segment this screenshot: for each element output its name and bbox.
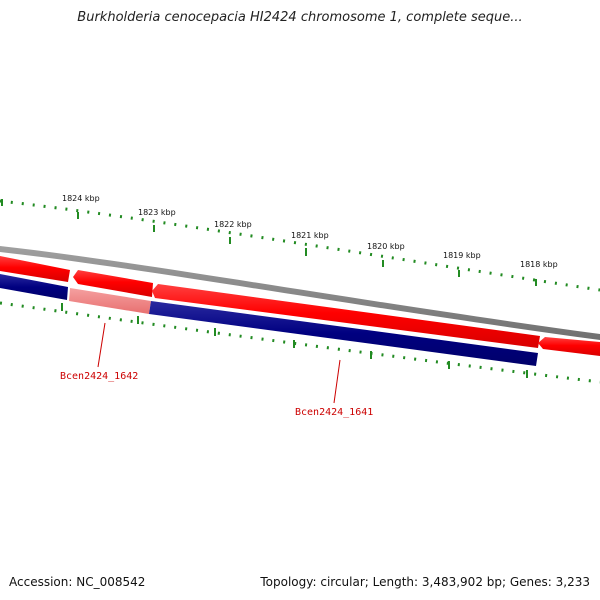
topology-summary: Topology: circular; Length: 3,483,902 bp…: [260, 575, 590, 589]
forward-gene[interactable]: [538, 337, 600, 356]
reverse-strand: [0, 274, 538, 366]
gene-label[interactable]: Bcen2424_1641: [295, 407, 373, 418]
reverse-gene[interactable]: [149, 301, 538, 366]
accession-label: Accession: NC_008542: [9, 575, 146, 589]
gene-label-leader: [97, 322, 106, 368]
lower-tick-track: [0, 301, 600, 384]
reverse-gene[interactable]: [0, 274, 68, 300]
scale-label: 1821 kbp: [291, 231, 329, 240]
scale-labels: 1824 kbp 1823 kbp 1822 kbp 1821 kbp 1820…: [62, 194, 558, 269]
forward-strand: [0, 256, 600, 356]
forward-gene[interactable]: [152, 284, 540, 348]
forward-gene[interactable]: [0, 256, 70, 282]
scale-label: 1819 kbp: [443, 251, 481, 260]
scale-label: 1818 kbp: [520, 260, 558, 269]
gene-label-leader: [333, 359, 341, 404]
scale-label: 1822 kbp: [214, 220, 252, 229]
scale-label: 1823 kbp: [138, 208, 176, 217]
backbone-track: [0, 246, 600, 340]
upper-tick-track: [0, 199, 600, 292]
map-title: Burkholderia cenocepacia HI2424 chromoso…: [77, 10, 523, 25]
scale-label: 1824 kbp: [62, 194, 100, 203]
selected-gene[interactable]: [69, 288, 151, 314]
gene-label[interactable]: Bcen2424_1642: [60, 371, 138, 382]
scale-label: 1820 kbp: [367, 242, 405, 251]
lower-tick-dots: [0, 301, 600, 384]
forward-gene[interactable]: [73, 270, 153, 297]
upper-tick-dots: [0, 199, 600, 292]
